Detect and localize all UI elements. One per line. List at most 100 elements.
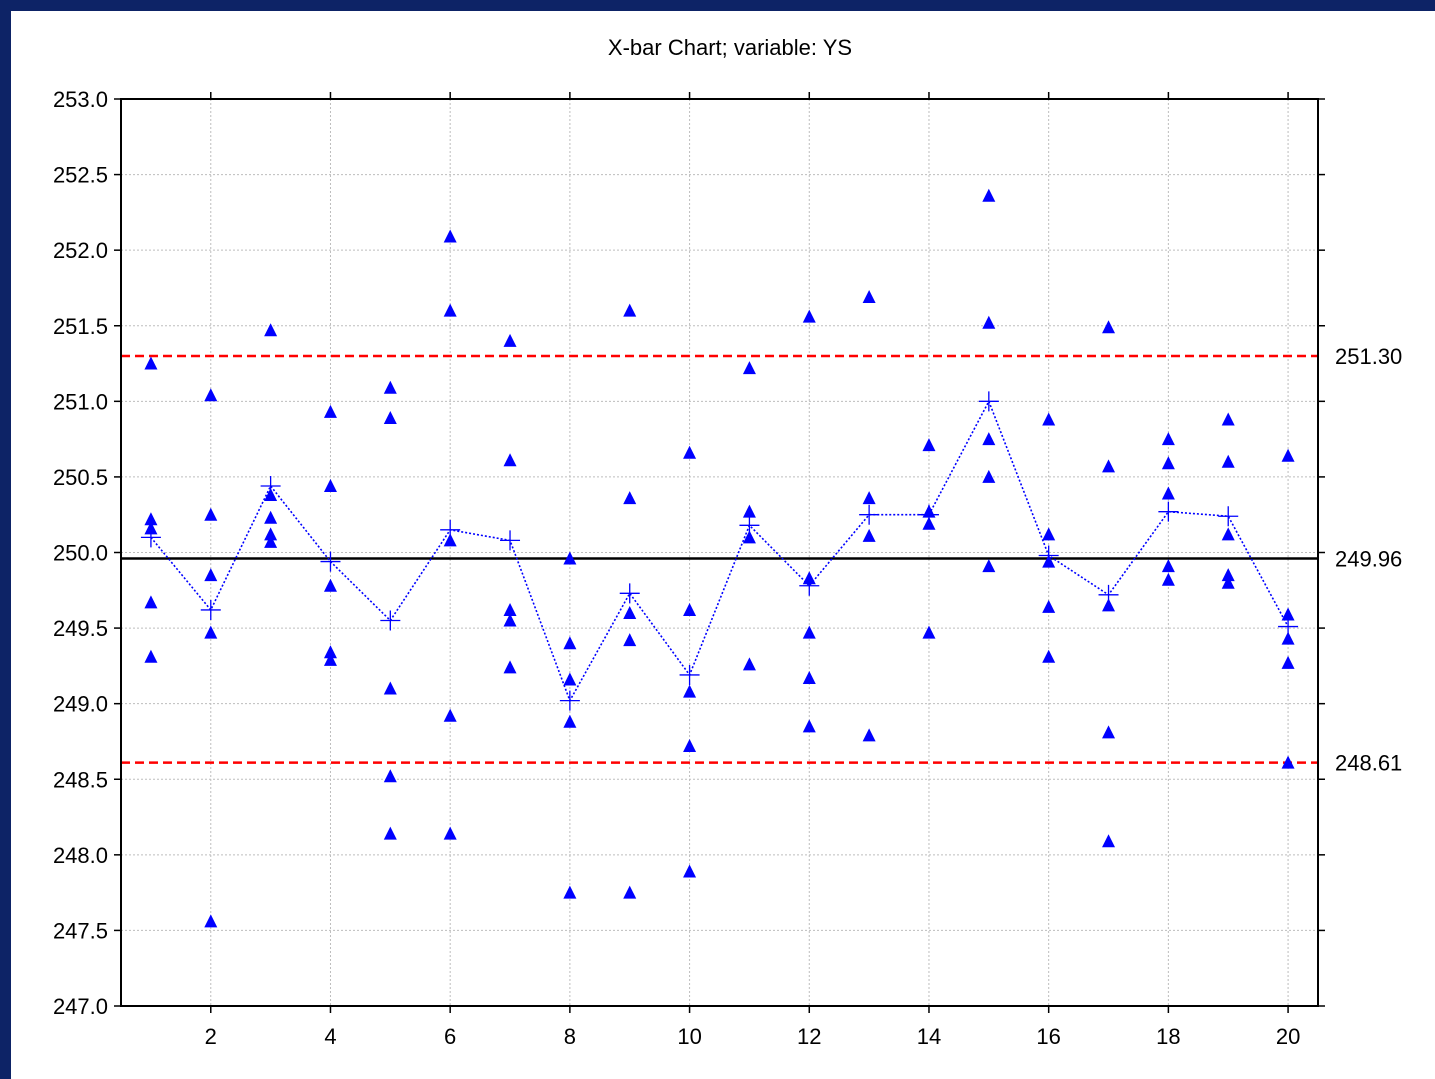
observation-point — [264, 527, 278, 541]
y-tick-label: 249.5 — [53, 616, 108, 641]
observation-point — [683, 684, 697, 698]
observation-point — [802, 719, 816, 733]
observation-point — [802, 309, 816, 323]
observation-point — [922, 625, 936, 639]
observation-point — [144, 595, 158, 609]
limit-labels: 249.96 251.30 248.61 — [1335, 344, 1402, 776]
y-tick-label: 252.0 — [53, 238, 108, 263]
observation-point — [204, 568, 218, 582]
observation-point — [1042, 412, 1056, 426]
upper-control-limit-label: 251.30 — [1335, 344, 1402, 369]
observation-point — [443, 533, 457, 547]
observation-point — [922, 504, 936, 518]
x-tick-label: 10 — [677, 1024, 701, 1049]
lower-control-limit-label: 248.61 — [1335, 751, 1402, 776]
observation-point — [1161, 486, 1175, 500]
observation-point — [982, 469, 996, 483]
observation-point — [443, 708, 457, 722]
x-tick-label: 20 — [1276, 1024, 1300, 1049]
observation-point — [683, 738, 697, 752]
observation-point — [1102, 598, 1116, 612]
mean-point — [320, 551, 341, 572]
control-lines — [121, 354, 1318, 764]
observation-point — [623, 303, 637, 317]
observation-point — [683, 445, 697, 459]
y-axis: 247.0 247.5 248.0 248.5 249.0 249.5 250.0 250.5… — [53, 87, 1325, 1019]
observation-point — [264, 323, 278, 337]
observation-point — [1281, 631, 1295, 645]
observation-point — [1221, 568, 1235, 582]
observation-point — [443, 826, 457, 840]
observations-series — [144, 188, 1295, 928]
observation-point — [1161, 559, 1175, 573]
mean-point — [619, 583, 640, 604]
mean-point — [978, 391, 999, 412]
observation-point — [982, 188, 996, 202]
means-series — [140, 391, 1299, 711]
observation-point — [1042, 649, 1056, 663]
observation-point — [563, 672, 577, 686]
observation-point — [1161, 432, 1175, 446]
center-line-label: 249.96 — [1335, 547, 1402, 572]
observation-point — [264, 488, 278, 502]
observation-point — [323, 404, 337, 418]
observation-point — [1102, 320, 1116, 334]
observation-point — [503, 613, 517, 627]
observation-point — [1221, 575, 1235, 589]
x-axis: 2 4 6 8 10 12 14 16 18 20 — [205, 92, 1300, 1049]
observation-point — [1281, 448, 1295, 462]
observation-point — [503, 453, 517, 467]
observation-point — [1042, 554, 1056, 568]
observation-point — [144, 512, 158, 526]
x-tick-label: 4 — [324, 1024, 336, 1049]
x-tick-label: 12 — [797, 1024, 821, 1049]
observation-point — [1102, 834, 1116, 848]
y-tick-label: 249.0 — [53, 692, 108, 717]
observation-point — [503, 333, 517, 347]
observation-point — [1281, 607, 1295, 621]
observation-point — [862, 491, 876, 505]
observation-point — [862, 528, 876, 542]
y-tick-label: 250.5 — [53, 465, 108, 490]
observation-point — [742, 361, 756, 375]
mean-point — [380, 610, 401, 631]
observation-point — [323, 578, 337, 592]
y-tick-label: 247.0 — [53, 994, 108, 1019]
observation-point — [1281, 655, 1295, 669]
observation-point — [383, 410, 397, 424]
x-tick-label: 16 — [1036, 1024, 1060, 1049]
x-tick-label: 2 — [205, 1024, 217, 1049]
observation-point — [383, 826, 397, 840]
y-tick-label: 248.0 — [53, 843, 108, 868]
chart-canvas: X-bar Chart; variable: YS 2 4 6 8 10 12 14 16 18… — [11, 11, 1435, 1079]
x-tick-label: 14 — [917, 1024, 941, 1049]
observation-point — [1281, 755, 1295, 769]
mean-point — [859, 504, 880, 525]
y-tick-label: 251.5 — [53, 314, 108, 339]
observation-point — [1042, 527, 1056, 541]
x-tick-label: 6 — [444, 1024, 456, 1049]
observation-point — [264, 534, 278, 548]
observation-point — [1102, 459, 1116, 473]
observation-point — [802, 670, 816, 684]
observation-point — [1042, 599, 1056, 613]
observation-point — [144, 356, 158, 370]
observation-point — [862, 290, 876, 304]
mean-point — [559, 690, 580, 711]
observation-point — [563, 714, 577, 728]
xbar-chart: X-bar Chart; variable: YS 2 4 6 8 10 12 14 16 18… — [53, 35, 1402, 1049]
observation-point — [563, 636, 577, 650]
y-tick-label: 247.5 — [53, 918, 108, 943]
observation-point — [623, 885, 637, 899]
observation-point — [443, 229, 457, 243]
observation-point — [982, 432, 996, 446]
y-tick-label: 248.5 — [53, 767, 108, 792]
observation-point — [503, 660, 517, 674]
observation-point — [204, 625, 218, 639]
observation-point — [742, 657, 756, 671]
observation-point — [862, 728, 876, 742]
mean-point — [200, 599, 221, 620]
observation-point — [742, 504, 756, 518]
observation-point — [383, 681, 397, 695]
observation-point — [204, 507, 218, 521]
